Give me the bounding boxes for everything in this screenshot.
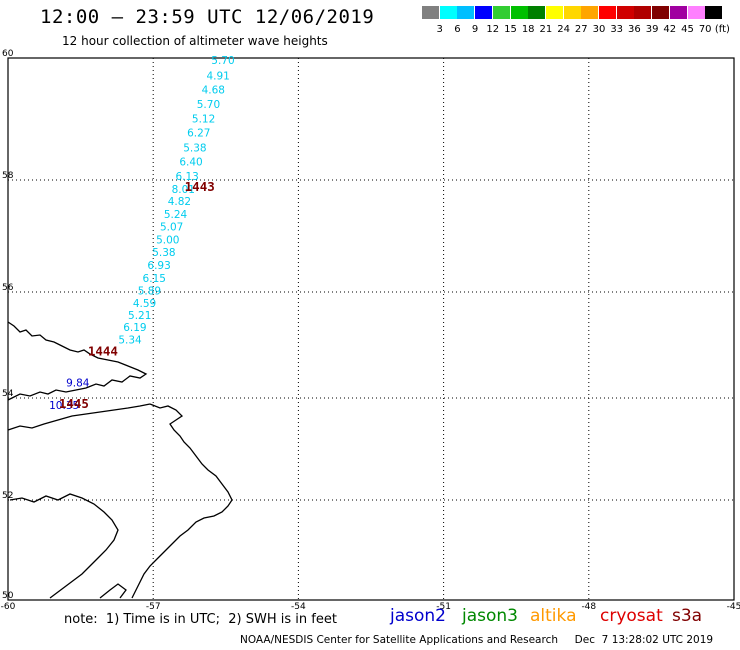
wave-height-value: 5.38 — [152, 247, 175, 259]
wave-height-value: 9.84 — [66, 377, 90, 389]
satellite-legend-item: jason3 — [462, 606, 518, 626]
longitude-label: -48 — [581, 602, 596, 612]
wave-height-value: 4.68 — [202, 84, 225, 96]
longitude-label: -60 — [1, 602, 16, 612]
wave-height-value: 5.07 — [160, 221, 183, 233]
wave-height-value: 5.70 — [197, 99, 220, 111]
latitude-label: 60 — [2, 49, 14, 59]
footer-note: note: 1) Time is in UTC; 2) SWH is in fe… — [64, 612, 337, 627]
wave-height-value: 5.21 — [128, 310, 151, 322]
wave-height-value: 4.59 — [133, 298, 156, 310]
wave-height-value: 6.19 — [123, 322, 146, 334]
wave-height-value: 6.93 — [147, 260, 170, 272]
wave-height-value: 4.91 — [206, 70, 229, 82]
coastline-newfoundland — [132, 404, 232, 598]
wave-height-value: 6.27 — [187, 128, 210, 140]
longitude-label: -57 — [146, 602, 161, 612]
pass-time-label: 1443 — [185, 179, 215, 194]
wave-height-value: 5.89 — [138, 286, 161, 298]
wave-height-value: 6.15 — [143, 273, 166, 285]
pass-time-label: 1445 — [59, 396, 89, 411]
footer-credit: NOAA/NESDIS Center for Satellite Applica… — [240, 634, 713, 646]
wave-height-value: 5.34 — [118, 334, 142, 346]
longitude-label: -45 — [727, 602, 740, 612]
pass-time-label: 1444 — [88, 344, 118, 359]
wave-height-value: 6.40 — [179, 156, 202, 168]
wave-height-value: 5.24 — [164, 209, 188, 221]
longitude-label: -54 — [291, 602, 306, 612]
latitude-label: 58 — [2, 171, 14, 181]
wave-height-value: 5.00 — [156, 234, 179, 246]
latitude-label: 50 — [2, 591, 14, 601]
satellite-legend-item: altika — [530, 606, 577, 626]
coastline-island — [100, 584, 126, 598]
satellite-legend-item: s3a — [672, 606, 702, 626]
wave-height-value: 5.70 — [211, 55, 234, 67]
coastline-south — [10, 494, 118, 598]
map-frame — [8, 58, 734, 600]
wave-height-value: 5.38 — [183, 142, 206, 154]
latitude-label: 56 — [2, 283, 14, 293]
wave-height-value: 5.12 — [192, 114, 215, 126]
wave-height-value: 4.82 — [168, 196, 191, 208]
coastline — [8, 322, 232, 598]
altimeter-track: 5.704.914.685.705.126.275.386.406.138.01… — [49, 55, 235, 412]
satellite-legend-item: jason2 — [390, 606, 446, 626]
satellite-legend-item: cryosat — [600, 606, 663, 626]
